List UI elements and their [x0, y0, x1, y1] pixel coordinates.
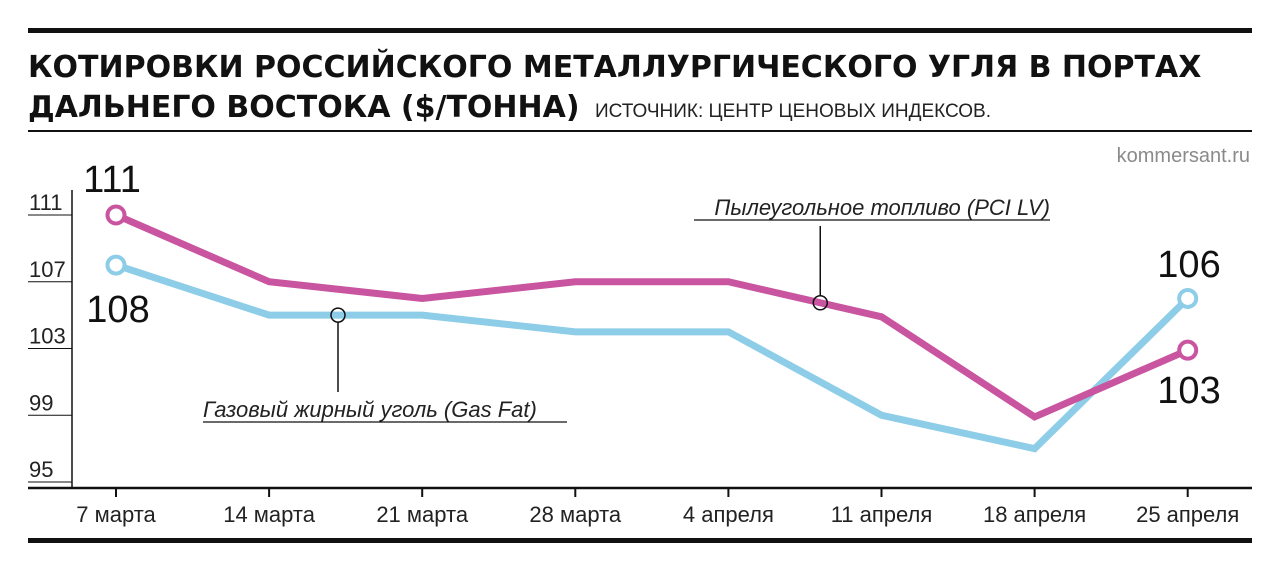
y-tick-label: 95 [29, 457, 53, 482]
gasfat-start-value: 108 [86, 289, 149, 331]
series-line-0 [114, 211, 1190, 421]
y-ticks: 111 107 103 99 95 [28, 190, 72, 483]
annotations: Пылеугольное топливо (PCI LV) Газовый жир… [203, 195, 1050, 423]
y-tick-label: 103 [29, 324, 66, 349]
x-tick-label: 25 апреля [1136, 502, 1239, 527]
y-tick-label: 107 [29, 257, 66, 282]
gasfat-end-value: 106 [1157, 244, 1220, 286]
x-tick-label: 11 апреля [831, 502, 933, 527]
series-group [105, 204, 1199, 453]
start-marker-0 [105, 204, 127, 226]
start-marker-1 [105, 254, 127, 276]
chart-source: ИСТОЧНИК: ЦЕНТР ЦЕНОВЫХ ИНДЕКСОВ. [595, 101, 991, 122]
credit: kommersant.ru [1117, 145, 1250, 167]
x-tick-label: 7 марта [76, 502, 156, 527]
series-line-1 [114, 261, 1191, 453]
chart-title-line-1: КОТИРОВКИ РОССИЙСКОГО МЕТАЛЛУРГИЧЕСКОГО … [28, 49, 1201, 85]
x-ticks: 7 марта 14 марта 21 марта 28 марта 4 апреля 1… [76, 488, 1239, 527]
pci-start-value: 111 [83, 159, 141, 201]
x-tick-label: 14 марта [223, 502, 316, 527]
bottom-rule [28, 538, 1252, 543]
pci-end-value: 103 [1157, 370, 1220, 412]
chart-title-line-2: ДАЛЬНЕГО ВОСТОКА ($/ТОННА) [28, 90, 580, 125]
y-tick-label: 99 [29, 390, 53, 415]
pci-leader-circle [812, 295, 829, 311]
x-tick-label: 4 апреля [683, 502, 774, 527]
x-tick-label: 28 марта [529, 502, 622, 527]
gasfat-series-label: Газовый жирный уголь (Gas Fat) [203, 397, 537, 422]
end-labels: 111 108 106 103 [83, 159, 1221, 412]
pci-series-label: Пылеугольное топливо (PCI LV) [714, 195, 1050, 220]
x-tick-label: 18 апреля [983, 502, 1086, 527]
title-rule [28, 130, 1252, 132]
end-marker-0 [1177, 339, 1199, 361]
top-rule [28, 28, 1252, 33]
y-tick-label: 111 [29, 190, 62, 215]
x-tick-label: 21 марта [376, 502, 469, 527]
end-marker-1 [1177, 287, 1199, 309]
